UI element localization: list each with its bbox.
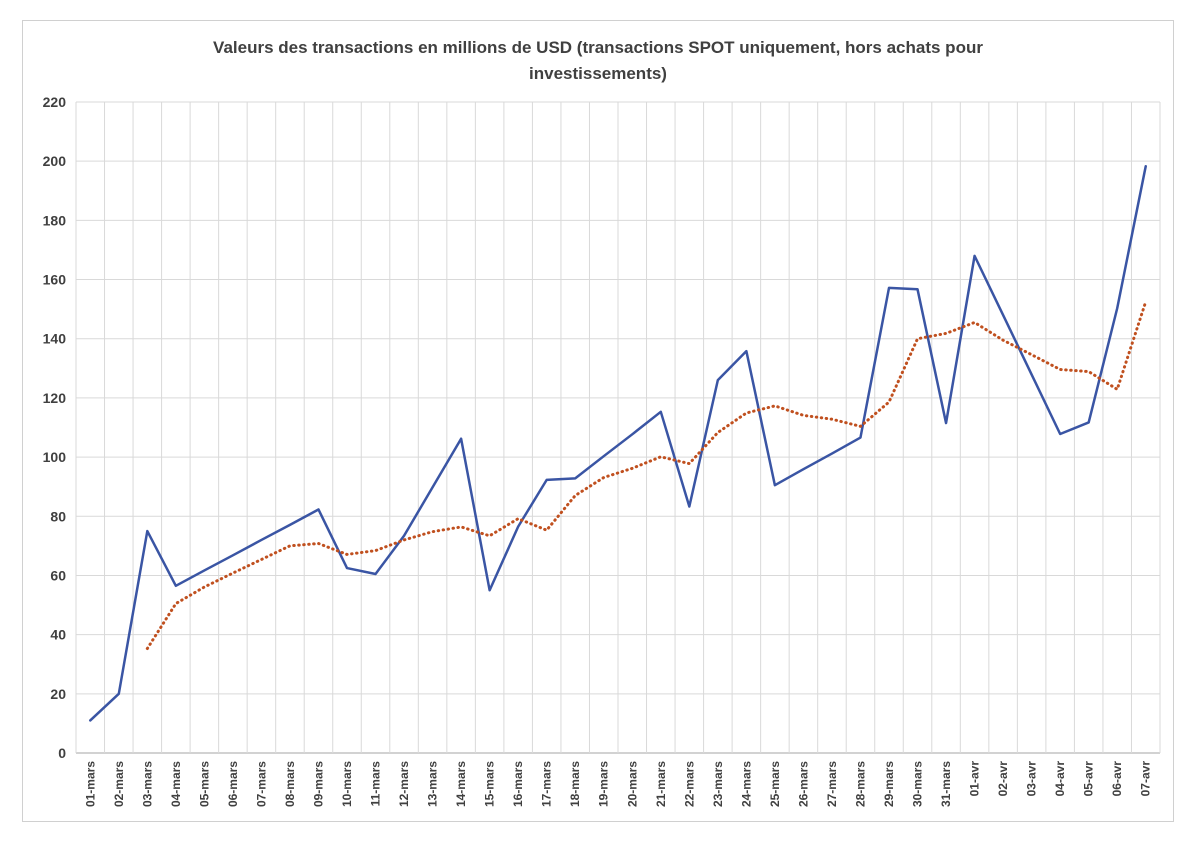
line-chart: 0 20 40 60 80 100 120 140 160 180 200 220 01-mars 02-… <box>43 94 1161 807</box>
y-tick-label: 40 <box>50 627 66 643</box>
series-line-dotted <box>145 300 1148 651</box>
y-tick-label: 80 <box>50 508 66 524</box>
series-line-solid <box>89 164 1147 722</box>
x-tick-label: 19-mars <box>597 761 611 807</box>
x-tick-label: 11-mars <box>369 761 383 807</box>
x-tick-label: 18-mars <box>568 761 582 807</box>
x-tick-label: 06-mars <box>226 761 240 807</box>
y-tick-label: 220 <box>43 94 67 110</box>
y-tick-label: 100 <box>43 449 67 465</box>
y-tick-label: 200 <box>43 153 67 169</box>
x-tick-label: 14-mars <box>454 761 468 807</box>
y-tick-label: 120 <box>43 390 67 406</box>
y-tick-label: 20 <box>50 686 66 702</box>
x-tick-label: 12-mars <box>397 761 411 807</box>
x-tick-label: 03-mars <box>140 761 154 807</box>
x-tick-label: 31-mars <box>939 761 953 807</box>
y-tick-label: 140 <box>43 331 67 347</box>
y-tick-label: 180 <box>43 212 67 228</box>
chart-frame: Valeurs des transactions en millions de … <box>22 20 1174 822</box>
x-tick-label: 13-mars <box>426 761 440 807</box>
x-tick-label: 07-mars <box>254 761 268 807</box>
chart-title-line-1: Valeurs des transactions en millions de … <box>213 38 983 57</box>
x-tick-label: 28-mars <box>853 761 867 807</box>
x-tick-label: 03-avr <box>1025 761 1039 797</box>
x-tick-label: 29-mars <box>882 761 896 807</box>
x-tick-label: 23-mars <box>711 761 725 807</box>
x-tick-label: 06-avr <box>1110 761 1124 797</box>
y-tick-label: 160 <box>43 272 67 288</box>
x-tick-label: 07-avr <box>1139 761 1153 797</box>
y-tick-label: 60 <box>50 567 66 583</box>
x-tick-label: 10-mars <box>340 761 354 807</box>
x-tick-label: 05-mars <box>197 761 211 807</box>
x-tick-label: 02-avr <box>996 761 1010 797</box>
x-tick-label: 04-mars <box>169 761 183 807</box>
x-tick-label: 22-mars <box>682 761 696 807</box>
x-tick-label: 17-mars <box>540 761 554 807</box>
x-tick-label: 09-mars <box>311 761 325 807</box>
chart-title-line-2: investissements) <box>529 64 667 83</box>
chart-title: Valeurs des transactions en millions de … <box>23 35 1173 87</box>
x-tick-label: 15-mars <box>483 761 497 807</box>
x-tick-label: 16-mars <box>511 761 525 807</box>
x-tick-label: 27-mars <box>825 761 839 807</box>
x-tick-label: 05-avr <box>1082 761 1096 797</box>
x-tick-label: 08-mars <box>283 761 297 807</box>
x-tick-label: 30-mars <box>911 761 925 807</box>
x-tick-label: 20-mars <box>625 761 639 807</box>
x-tick-label: 21-mars <box>654 761 668 807</box>
x-tick-label: 24-mars <box>739 761 753 807</box>
x-tick-label: 01-mars <box>83 761 97 807</box>
x-tick-label: 02-mars <box>112 761 126 807</box>
x-tick-label: 04-avr <box>1053 761 1067 797</box>
x-tick-label: 25-mars <box>768 761 782 807</box>
y-tick-label: 0 <box>58 745 66 761</box>
x-tick-label: 01-avr <box>968 761 982 797</box>
x-tick-label: 26-mars <box>796 761 810 807</box>
